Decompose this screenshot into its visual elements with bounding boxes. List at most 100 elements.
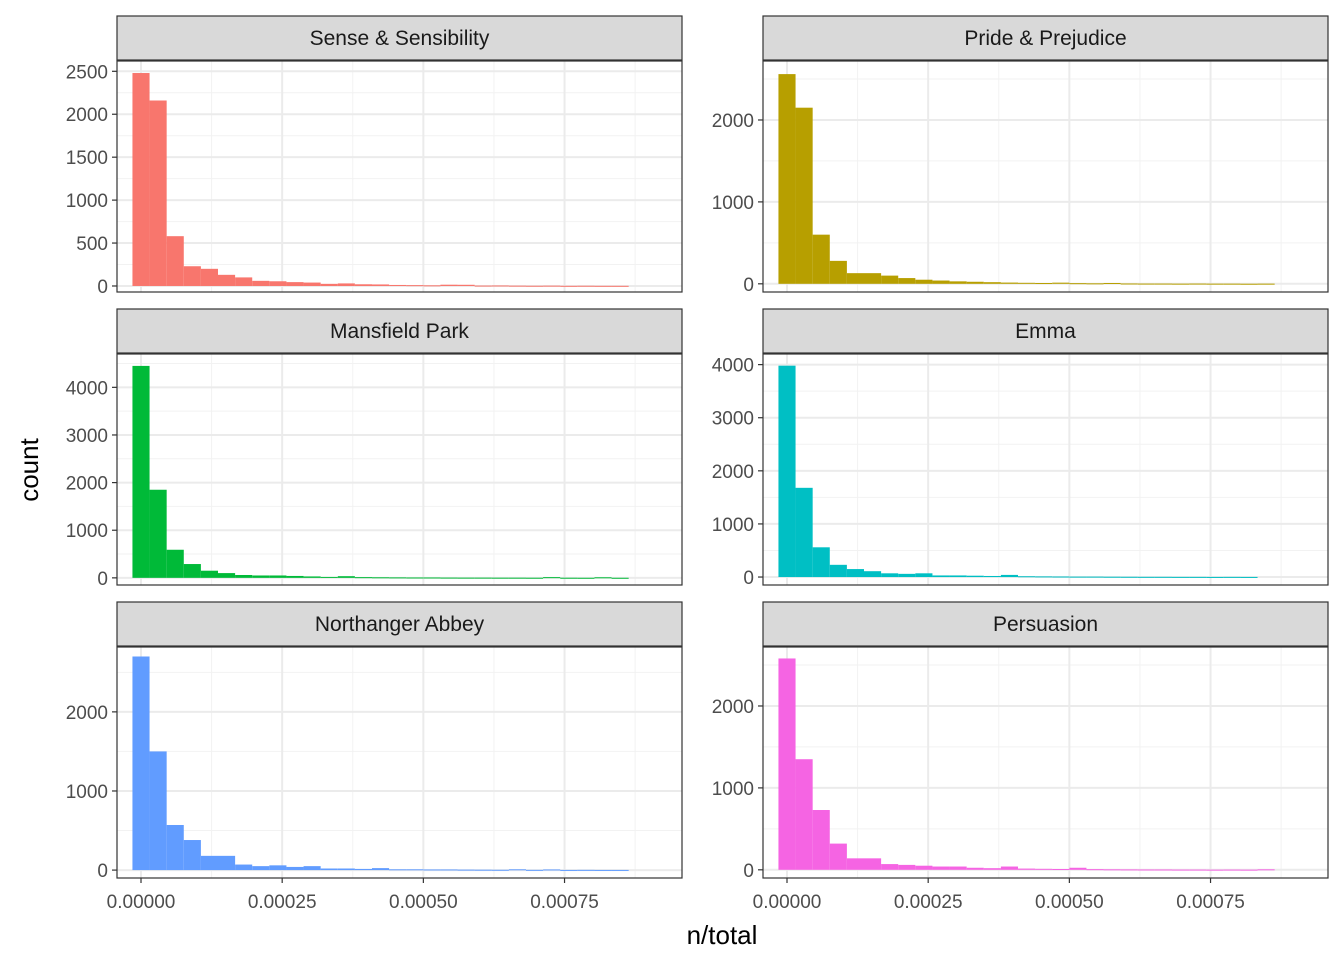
histogram-bar — [611, 285, 629, 287]
histogram-bar — [1137, 283, 1155, 285]
histogram-bar — [898, 864, 916, 870]
histogram-bar — [440, 577, 458, 579]
facet-panel: Pride & Prejudice 0 1000 2000 — [712, 15, 1329, 296]
histogram-bar — [966, 575, 984, 578]
histogram-bar — [795, 487, 813, 578]
histogram-bar — [217, 855, 236, 871]
y-axis-title: count — [14, 437, 44, 501]
histogram-bar — [881, 864, 899, 870]
histogram-bar — [525, 577, 544, 579]
x-tick-label: 0.00075 — [1176, 892, 1245, 913]
y-tick-label: 2000 — [66, 474, 108, 495]
y-tick-label: 1000 — [712, 779, 754, 800]
histogram-bar — [577, 577, 595, 579]
histogram-bar — [1240, 576, 1258, 578]
histogram-bar — [252, 866, 270, 871]
histogram-bar — [1103, 869, 1121, 871]
histogram-bar — [1206, 869, 1224, 871]
histogram-bar — [1120, 869, 1138, 871]
histogram-bar — [269, 865, 287, 871]
y-tick-label: 3000 — [66, 426, 108, 447]
y-tick-label: 3000 — [712, 409, 754, 430]
histogram-bar — [863, 273, 882, 284]
histogram-bar — [149, 751, 167, 871]
histogram-bar — [611, 869, 629, 871]
panel-background — [117, 647, 682, 878]
panel-border — [116, 353, 683, 586]
histogram-bar — [932, 575, 950, 578]
histogram-bar — [183, 266, 201, 286]
histogram-bar — [303, 576, 321, 578]
histogram-bar — [949, 575, 967, 578]
panel-border — [762, 646, 1329, 879]
histogram-bar — [508, 869, 526, 871]
histogram-bar — [898, 278, 916, 284]
facet-strip — [762, 15, 1329, 61]
histogram-bar — [966, 281, 984, 284]
histogram-bar — [474, 577, 492, 579]
histogram-bar — [1069, 576, 1087, 578]
histogram-bar — [320, 868, 338, 871]
histogram-bar — [543, 869, 561, 871]
histogram-bar — [915, 865, 933, 870]
y-tick-label: 0 — [743, 861, 754, 882]
histogram-bar — [406, 869, 424, 871]
histogram-bar — [1154, 869, 1172, 871]
histogram-bar — [1017, 282, 1036, 284]
y-tick-label: 2000 — [66, 105, 108, 126]
histogram-bar — [1257, 869, 1275, 871]
x-tick-label: 0.00000 — [753, 892, 822, 913]
histogram-bar — [983, 575, 1001, 578]
histogram-bar — [337, 576, 355, 578]
histogram-bar — [474, 285, 492, 287]
histogram-bar — [983, 282, 1001, 284]
histogram-bar — [1206, 283, 1224, 285]
x-tick-label: 0.00025 — [894, 892, 963, 913]
y-tick-label: 2500 — [66, 62, 108, 83]
facet-strip-label: Pride & Prejudice — [964, 27, 1126, 50]
histogram-bar — [778, 74, 796, 284]
histogram-bar — [474, 869, 492, 871]
histogram-bar — [594, 869, 612, 871]
histogram-bar — [371, 284, 390, 286]
histogram-bar — [932, 280, 950, 284]
histogram-bar — [829, 843, 847, 870]
histogram-bar — [560, 285, 578, 287]
histogram-bar — [491, 285, 509, 287]
histogram-bar — [898, 573, 916, 578]
histogram-bar — [389, 577, 407, 579]
histogram-bar — [303, 866, 321, 871]
histogram-bar — [1000, 866, 1018, 870]
y-tick-label: 1000 — [66, 191, 108, 212]
histogram-bar — [949, 866, 967, 870]
x-tick-label: 0.00050 — [389, 892, 458, 913]
histogram-bar — [491, 869, 509, 871]
facet-strip — [116, 601, 683, 647]
y-tick-label: 500 — [76, 234, 108, 255]
panel-background — [763, 647, 1328, 878]
histogram-bar — [1154, 283, 1172, 285]
panel-border — [116, 646, 683, 879]
histogram-bar — [200, 855, 218, 871]
y-tick-label: 1000 — [66, 521, 108, 542]
histogram-bar — [217, 274, 236, 286]
histogram-bar — [1171, 576, 1190, 578]
x-tick-label: 0.00025 — [248, 892, 317, 913]
histogram-bar — [286, 866, 304, 871]
histogram-bar — [235, 864, 253, 871]
histogram-bar — [1257, 283, 1275, 285]
histogram-bar — [778, 365, 796, 578]
histogram-bar — [371, 868, 390, 871]
histogram-bar — [1223, 283, 1241, 285]
y-tick-label: 0 — [97, 569, 108, 590]
histogram-bar — [525, 869, 544, 871]
histogram-bar — [132, 73, 150, 286]
histogram-bar — [1240, 869, 1258, 871]
histogram-bar — [406, 285, 424, 287]
facet-strip-label: Emma — [1015, 320, 1076, 343]
histogram-bar — [1189, 576, 1207, 578]
histogram-bar — [778, 658, 796, 870]
histogram-bar — [1086, 869, 1104, 871]
histogram-bar — [1017, 868, 1036, 870]
histogram-bar — [1223, 576, 1241, 578]
